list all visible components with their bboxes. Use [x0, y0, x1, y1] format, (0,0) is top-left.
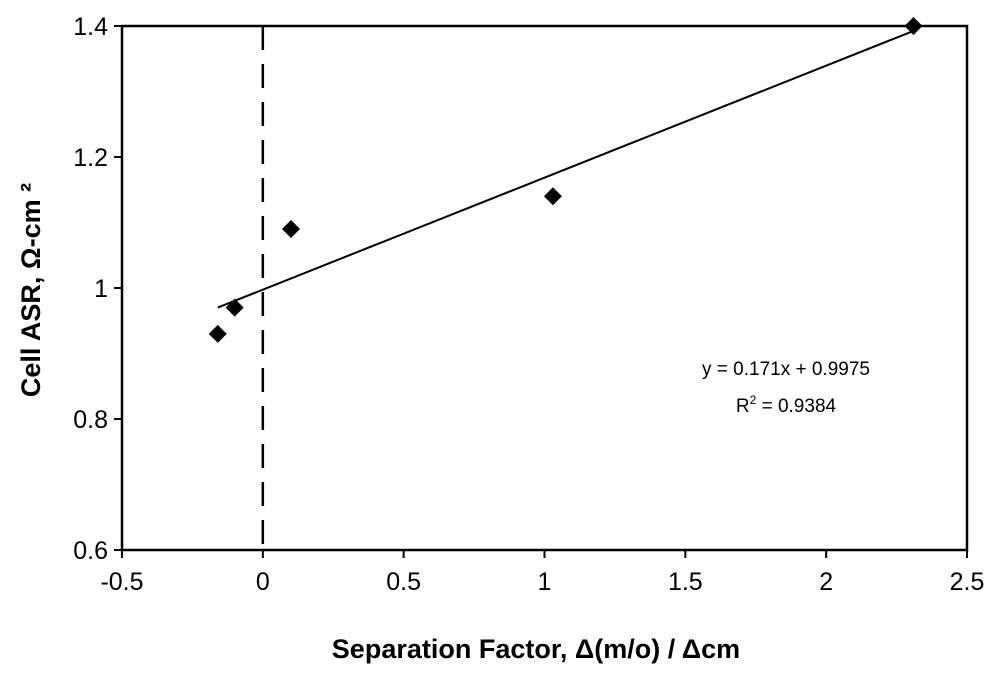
- x-axis-title: Separation Factor, Δ(m/o) / Δcm: [332, 634, 740, 664]
- data-point: [904, 17, 923, 35]
- data-point: [208, 324, 227, 343]
- data-point: [543, 187, 562, 206]
- y-tick-label: 1: [94, 275, 108, 303]
- y-axis-title: Cell ASR, Ω-cm ²: [16, 183, 46, 397]
- x-tick-label: 1.5: [668, 568, 703, 596]
- y-axis-ticks: 0.6 0.8 1 1.2 1.4: [73, 13, 122, 565]
- y-tick-label: 0.8: [73, 406, 108, 434]
- plot-frame: [120, 24, 969, 552]
- data-points: [208, 17, 923, 343]
- r-squared-symbol: R: [736, 396, 750, 417]
- x-axis-ticks: -0.5 0 0.5 1 1.5 2 2.5: [100, 550, 984, 596]
- y-tick-label: 1.4: [73, 13, 108, 41]
- r-squared-superscript: 2: [750, 393, 757, 407]
- x-tick-label: -0.5: [100, 568, 143, 596]
- r-squared-label: R2 = 0.9384: [736, 393, 837, 417]
- x-tick-label: 0: [256, 568, 270, 596]
- plot-area-border: [120, 24, 969, 552]
- x-tick-label: 2.5: [950, 568, 985, 596]
- x-tick-label: 1: [538, 568, 552, 596]
- data-point: [225, 298, 244, 317]
- r-squared-value: = 0.9384: [756, 396, 836, 417]
- y-tick-label: 0.6: [73, 537, 108, 565]
- regression-annotation: y = 0.171x + 0.9975 R2 = 0.9384: [702, 359, 870, 417]
- y-tick-label: 1.2: [73, 144, 108, 172]
- regression-equation: y = 0.171x + 0.9975: [702, 359, 870, 380]
- x-tick-label: 0.5: [386, 568, 421, 596]
- linear-trendline: [217, 29, 914, 309]
- trendline-layer: [217, 29, 914, 309]
- x-tick-label: 2: [819, 568, 833, 596]
- data-point: [282, 220, 300, 239]
